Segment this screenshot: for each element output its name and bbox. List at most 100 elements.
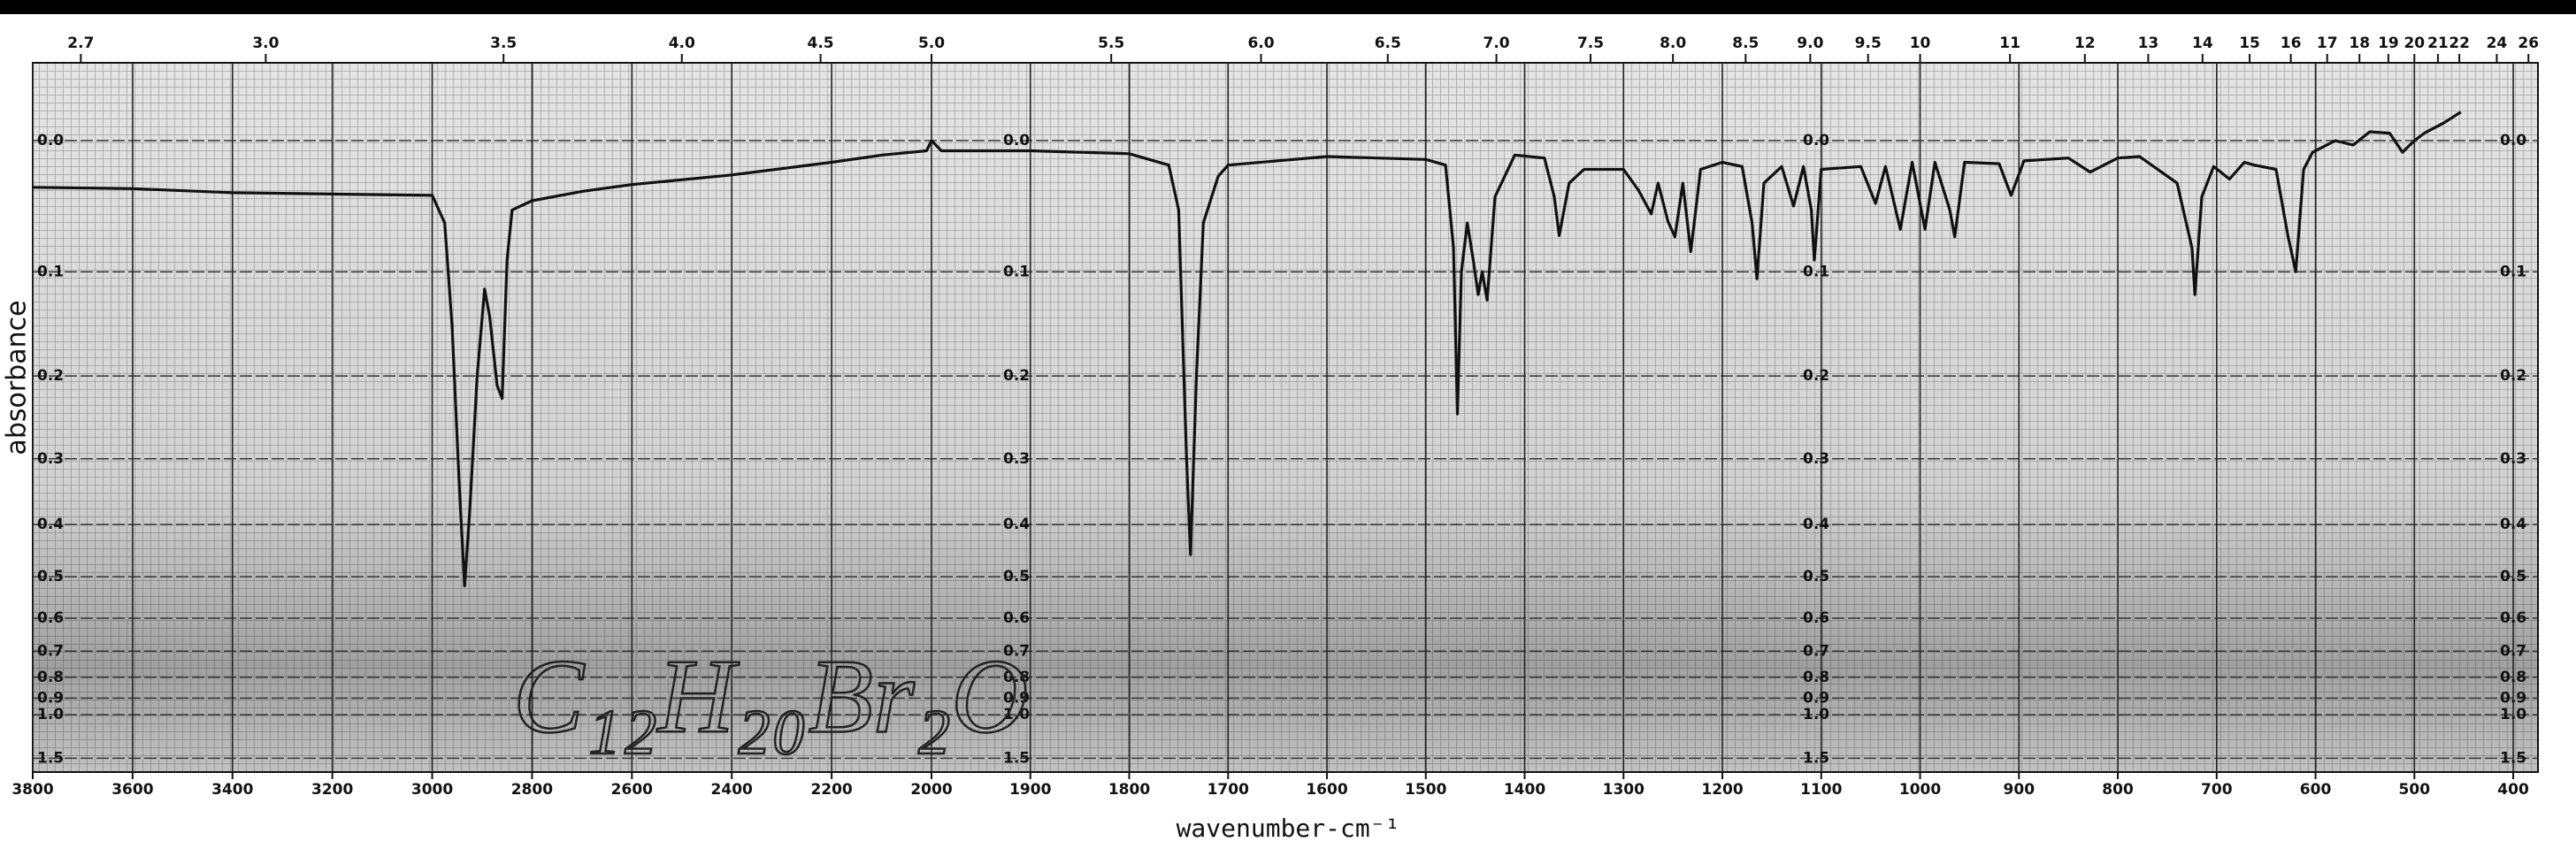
y-tick-label: 0.2 (37, 367, 64, 385)
y-tick-label: 0.8 (1003, 669, 1030, 686)
x-tick-label: 1200 (1701, 781, 1743, 799)
y-tick-label: 0.0 (1003, 132, 1030, 149)
x-tick-label: 2800 (511, 781, 553, 799)
y-tick-label: 0.1 (1803, 263, 1829, 280)
x2-tick-label: 11 (1999, 34, 2020, 52)
handwritten-formula: C₁₂H₂₀Br₂O (513, 638, 1028, 755)
y-tick-label: 0.9 (37, 689, 64, 707)
y-tick-label: 0.6 (1003, 609, 1030, 627)
x-tick-label: 2000 (910, 781, 952, 799)
x2-tick-label: 3.5 (490, 34, 517, 52)
y-tick-label: 0.7 (1003, 642, 1030, 660)
y-axis-title: absorbance (2, 300, 33, 455)
scan-edge (0, 0, 2576, 14)
y-tick-label: 0.1 (2500, 263, 2526, 280)
x-tick-label: 3000 (411, 781, 453, 799)
y-tick-label: 1.0 (37, 706, 64, 723)
y-tick-label: 0.1 (37, 263, 64, 280)
y-tick-label: 0.6 (1803, 609, 1829, 627)
y-tick-label: 0.4 (2500, 516, 2526, 533)
x-tick-label: 3600 (111, 781, 153, 799)
y-tick-label: 1.0 (2500, 706, 2526, 723)
x-tick-label: 800 (2102, 781, 2134, 799)
x-tick-label: 1700 (1208, 781, 1249, 799)
y-tick-label: 0.9 (2500, 689, 2526, 707)
y-tick-label: 0.2 (2500, 367, 2526, 385)
x2-tick-label: 26 (2518, 34, 2539, 52)
x2-tick-label: 14 (2192, 34, 2213, 52)
x-tick-label: 1800 (1108, 781, 1150, 799)
x-axis-title: wavenumber-cm⁻¹ (1177, 814, 1400, 843)
y-tick-label: 0.5 (1803, 568, 1829, 585)
x-tick-label: 1900 (1009, 781, 1051, 799)
x2-tick-label: 15 (2239, 34, 2260, 52)
x2-tick-label: 3.0 (252, 34, 279, 52)
x2-tick-label: 2.7 (67, 34, 94, 52)
x2-tick-label: 24 (2487, 34, 2508, 52)
labels: 0.0 0.0 0.0 0.0 0.1 0.1 0.1 0.1 0.2 0.2 0.2 0.2 0.3 0… (12, 34, 2539, 799)
spectrum-line (32, 111, 2462, 587)
x-tick-label: 2600 (611, 781, 653, 799)
x2-tick-label: 4.5 (808, 34, 834, 52)
y-tick-label: 0.5 (37, 568, 64, 585)
x2-tick-label: 22 (2449, 34, 2470, 52)
y-tick-label: 0.3 (2500, 450, 2526, 468)
x-tick-label: 3400 (211, 781, 253, 799)
y-tick-label: 1.5 (37, 749, 64, 767)
y-tick-label: 0.0 (1803, 132, 1829, 149)
x2-tick-label: 7.0 (1484, 34, 1510, 52)
y-tick-label: 1.5 (1003, 749, 1030, 767)
x2-tick-label: 9.0 (1797, 34, 1823, 52)
y-tick-label: 0.0 (37, 132, 64, 149)
x2-tick-label: 4.0 (669, 34, 695, 52)
y-tick-label: 0.5 (2500, 568, 2526, 585)
y-tick-label: 1.0 (1003, 706, 1030, 723)
y-tick-label: 0.3 (1003, 450, 1030, 468)
x-tick-label: 3200 (311, 781, 353, 799)
x-tick-label: 1600 (1306, 781, 1347, 799)
x-tick-label: 2200 (810, 781, 852, 799)
y-tick-label: 0.7 (2500, 642, 2526, 660)
x2-tick-label: 9.5 (1855, 34, 1882, 52)
y-tick-label: 1.0 (1803, 706, 1829, 723)
x2-tick-label: 8.0 (1660, 34, 1686, 52)
y-tick-label: 0.8 (37, 669, 64, 686)
x2-tick-label: 20 (2404, 34, 2425, 52)
x2-tick-label: 7.5 (1577, 34, 1604, 52)
y-tick-label: 0.9 (1803, 689, 1829, 707)
x2-tick-label: 21 (2427, 34, 2449, 52)
x-tick-label: 400 (2497, 781, 2529, 799)
y-tick-label: 0.6 (37, 609, 64, 627)
y-tick-label: 0.9 (1003, 689, 1030, 707)
x-tick-label: 900 (2004, 781, 2036, 799)
x2-tick-label: 17 (2317, 34, 2338, 52)
y-tick-label: 1.5 (2500, 749, 2526, 767)
y-tick-label: 0.8 (2500, 669, 2526, 686)
x-tick-label: 500 (2399, 781, 2431, 799)
x-tick-label: 1000 (1899, 781, 1941, 799)
x2-tick-label: 6.5 (1375, 34, 1401, 52)
x2-tick-label: 18 (2349, 34, 2370, 52)
y-tick-label: 0.7 (37, 642, 64, 660)
y-tick-label: 0.4 (1803, 516, 1829, 533)
y-tick-label: 0.7 (1803, 642, 1829, 660)
x-tick-label: 600 (2300, 781, 2332, 799)
x-tick-label: 2400 (711, 781, 753, 799)
y-tick-label: 0.2 (1803, 367, 1829, 385)
x2-tick-label: 13 (2138, 34, 2159, 52)
paper-shade (33, 63, 2538, 772)
y-tick-label: 0.2 (1003, 367, 1030, 385)
y-tick-label: 0.0 (2500, 132, 2526, 149)
grid (32, 63, 2538, 772)
x-tick-label: 1300 (1603, 781, 1644, 799)
x-tick-label: 1400 (1504, 781, 1545, 799)
x-tick-label: 1100 (1800, 781, 1842, 799)
x-tick-label: 3800 (12, 781, 53, 799)
y-tick-label: 0.1 (1003, 263, 1030, 280)
y-tick-label: 0.4 (37, 516, 64, 533)
x2-tick-label: 10 (1910, 34, 1931, 52)
x2-tick-label: 8.5 (1732, 34, 1759, 52)
x2-tick-label: 5.5 (1098, 34, 1124, 52)
y-tick-label: 0.3 (37, 450, 64, 468)
